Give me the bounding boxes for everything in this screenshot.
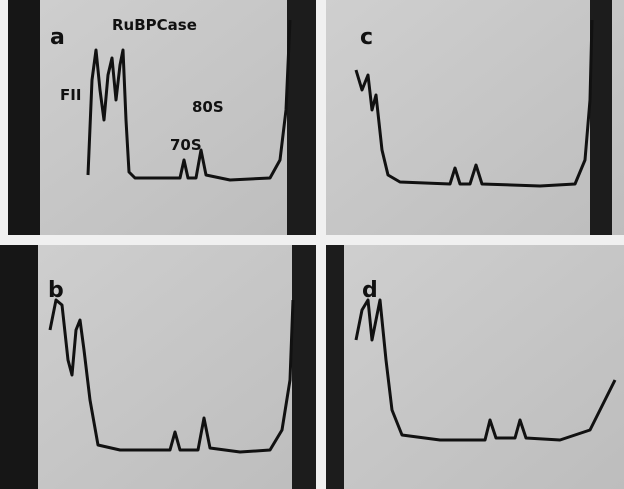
annotation: 80S — [192, 98, 224, 116]
tube-edge — [326, 245, 344, 489]
panel-label: c — [360, 25, 373, 50]
trace — [48, 298, 295, 454]
tube-edge — [8, 0, 40, 235]
annotation: RuBPCase — [112, 16, 197, 34]
panel-background — [8, 245, 316, 489]
tube-edge — [292, 245, 316, 489]
tube-edge — [590, 0, 612, 235]
panel-d: d — [326, 245, 624, 489]
annotation: 70S — [170, 136, 202, 154]
panel-background — [326, 0, 624, 235]
panel-label: b — [48, 278, 64, 303]
panel-label: a — [50, 25, 65, 50]
tube-edge — [0, 245, 38, 489]
panel-label: d — [362, 278, 378, 303]
trace — [86, 19, 292, 182]
panel-background — [326, 245, 624, 489]
trace — [354, 298, 617, 442]
trace — [354, 19, 594, 188]
panel-background — [8, 0, 316, 235]
tube-edge — [287, 0, 316, 235]
panel-b: b — [0, 245, 316, 489]
panel-a: a RuBPCase FII 80S 70S — [8, 0, 316, 235]
panel-c: c — [326, 0, 624, 235]
annotation: FII — [60, 86, 81, 104]
